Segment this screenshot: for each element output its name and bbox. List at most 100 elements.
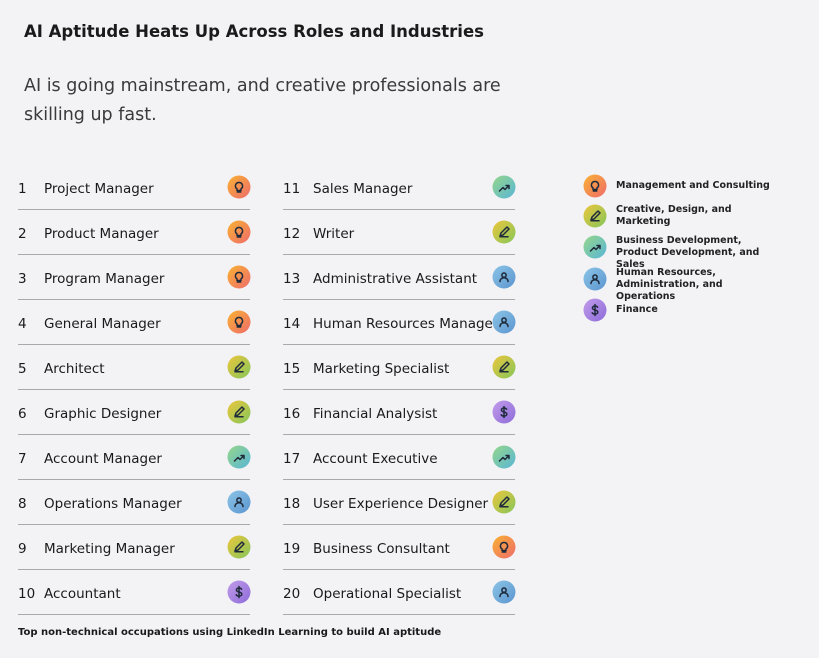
list-row: 2 Product Manager	[18, 210, 251, 255]
occupation: Architect	[44, 361, 105, 377]
occupation: Human Resources Manager	[313, 316, 499, 332]
icon-badge	[227, 355, 251, 379]
list-row: 7 Account Manager	[18, 435, 251, 480]
icon-glyph	[499, 361, 510, 373]
icon-badge	[227, 535, 251, 559]
icon-badge	[583, 235, 607, 259]
icon-badge	[227, 220, 251, 244]
category-icon	[583, 267, 607, 291]
list-row: 8 Operations Manager	[18, 480, 251, 525]
occupation: Operational Specialist	[313, 586, 462, 602]
rank: 16	[283, 406, 301, 422]
list-row: 1 Project Manager	[18, 165, 251, 210]
rank: 18	[283, 496, 301, 512]
legend-label: Creative, Design, and Marketing	[616, 204, 732, 227]
rank: 20	[283, 586, 301, 602]
list-row: 20 Operational Specialist	[283, 570, 516, 615]
category-icon	[227, 400, 251, 424]
rank: 5	[18, 361, 27, 377]
rank: 4	[18, 316, 27, 332]
category-icon	[227, 220, 251, 244]
category-icon	[227, 445, 251, 469]
category-icon	[492, 580, 516, 604]
rank: 3	[18, 271, 27, 287]
legend-label: Finance	[616, 304, 658, 315]
icon-glyph	[498, 184, 510, 192]
occupation: Administrative Assistant	[313, 271, 478, 287]
rank: 15	[283, 361, 301, 377]
icon-badge	[492, 535, 516, 559]
icon-glyph	[500, 405, 508, 419]
rank: 14	[283, 316, 301, 332]
icon-glyph	[234, 271, 244, 283]
category-icon	[492, 490, 516, 514]
occupation: Account Manager	[44, 451, 162, 467]
occupation: Sales Manager	[313, 181, 413, 197]
icon-glyph	[234, 497, 244, 508]
rank: 9	[18, 541, 27, 557]
category-icon	[227, 310, 251, 334]
icon-glyph	[234, 226, 244, 238]
icon-badge	[492, 445, 516, 469]
list-row: 14 Human Resources Manager	[283, 300, 516, 345]
category-icon	[227, 490, 251, 514]
category-icon	[227, 175, 251, 199]
icon-glyph	[499, 317, 509, 328]
occupation: Program Manager	[44, 271, 165, 287]
list-row: 13 Administrative Assistant	[283, 255, 516, 300]
icon-badge	[227, 445, 251, 469]
list-row: 12 Writer	[283, 210, 516, 255]
icon-badge	[492, 355, 516, 379]
icon-glyph	[590, 274, 600, 285]
footer: Top non-technical occupations using Link…	[18, 627, 442, 638]
rank: 6	[18, 406, 27, 422]
rank: 12	[283, 226, 301, 242]
icon-badge	[227, 175, 251, 199]
list-row: 11 Sales Manager	[283, 165, 516, 210]
category-icon	[492, 445, 516, 469]
icon-badge	[227, 310, 251, 334]
category-icon	[227, 355, 251, 379]
rank: 7	[18, 451, 27, 467]
icon-badge	[583, 174, 607, 198]
category-icon	[227, 265, 251, 289]
icon-glyph	[234, 541, 245, 553]
list-row: 10 Accountant	[18, 570, 251, 615]
occupation: Business Consultant	[313, 541, 450, 557]
legend-label: Management and Consulting	[616, 180, 770, 191]
occupation: Accountant	[44, 586, 121, 602]
legend-label: Business Development, Product Developmen…	[616, 235, 760, 270]
icon-glyph	[499, 226, 510, 238]
icon-glyph	[591, 303, 599, 317]
list-row: 3 Program Manager	[18, 255, 251, 300]
category-icon	[492, 310, 516, 334]
list-row: 15 Marketing Specialist	[283, 345, 516, 390]
icon-glyph	[499, 272, 509, 283]
icon-badge	[492, 490, 516, 514]
icon-glyph	[499, 587, 509, 598]
category-icon	[583, 204, 607, 228]
rank: 8	[18, 496, 27, 512]
icon-badge	[492, 220, 516, 244]
list-row: 19 Business Consultant	[283, 525, 516, 570]
rank: 10	[18, 586, 36, 602]
rank: 13	[283, 271, 301, 287]
occupation: Operations Manager	[44, 496, 182, 512]
occupation: Graphic Designer	[44, 406, 162, 422]
icon-glyph	[499, 496, 510, 508]
category-icon	[492, 265, 516, 289]
icon-glyph	[235, 585, 243, 599]
title: AI Aptitude Heats Up Across Roles and In…	[24, 22, 484, 41]
legend-label: Human Resources, Administration, and Ope…	[616, 267, 723, 302]
icon-glyph	[234, 361, 245, 373]
occupation: Account Executive	[313, 451, 438, 467]
icon-glyph	[590, 180, 600, 192]
subtitle: AI is going mainstream, and creative pro…	[24, 76, 501, 125]
list-row: 16 Financial Analysist	[283, 390, 516, 435]
icon-glyph	[590, 210, 601, 222]
icon-glyph	[589, 244, 601, 252]
category-icon	[492, 400, 516, 424]
category-icon	[583, 174, 607, 198]
category-icon	[492, 535, 516, 559]
rank: 1	[18, 181, 27, 197]
